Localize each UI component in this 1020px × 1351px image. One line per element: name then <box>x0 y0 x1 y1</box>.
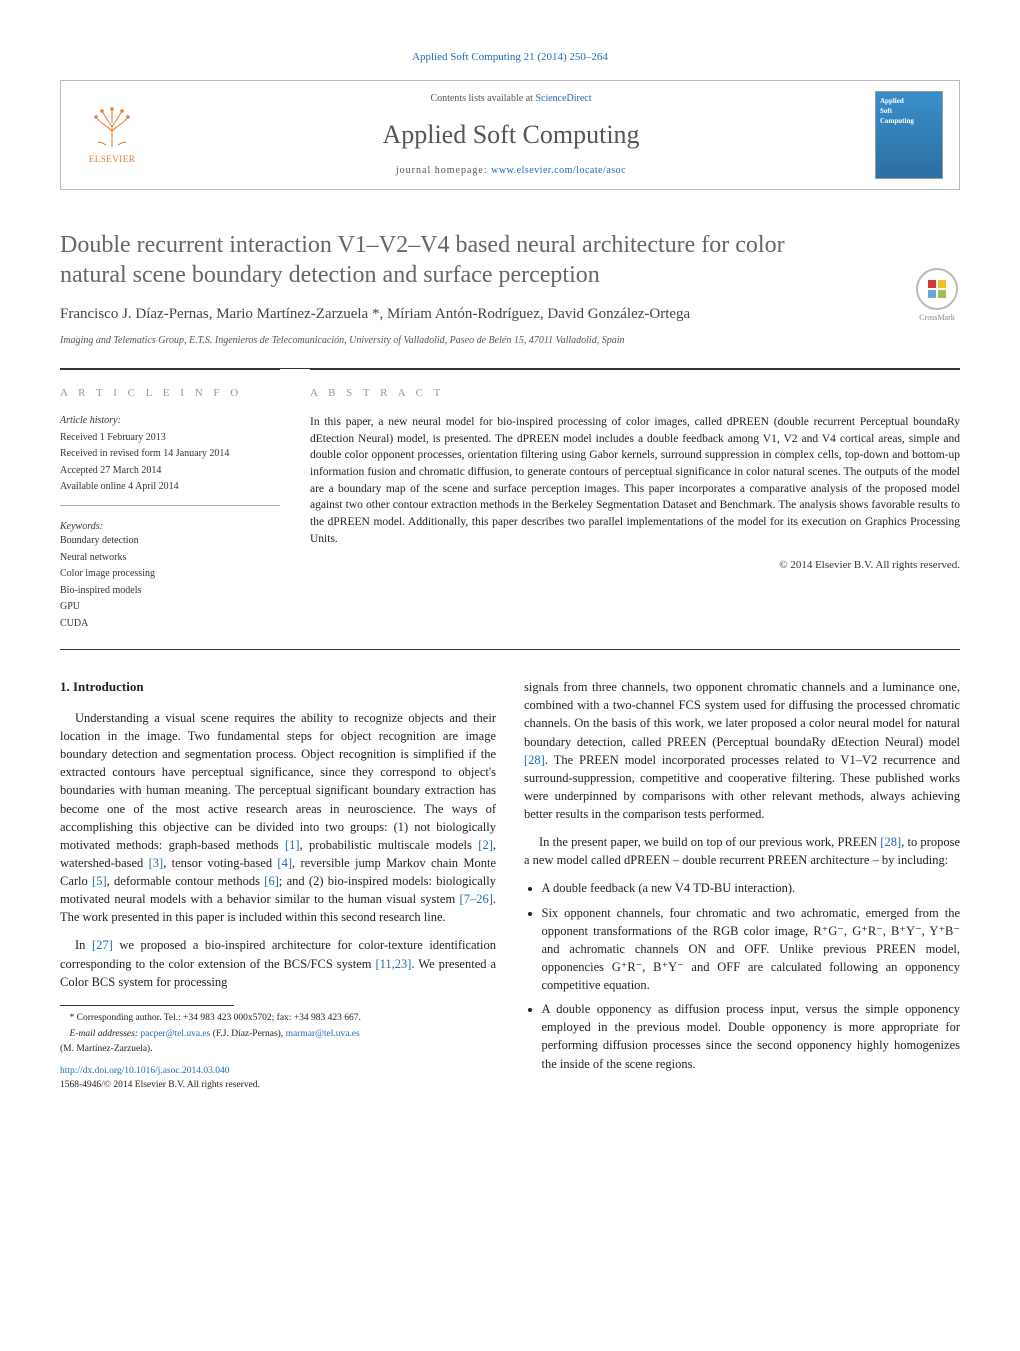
journal-cover-thumb: Applied Soft Computing <box>875 91 943 179</box>
doi-link[interactable]: http://dx.doi.org/10.1016/j.asoc.2014.03… <box>60 1066 230 1076</box>
homepage-prefix: journal homepage: <box>396 165 491 176</box>
cover-line-2: Soft <box>880 106 938 116</box>
citation-link[interactable]: [3] <box>149 856 164 870</box>
cover-line-1: Applied <box>880 96 938 106</box>
text-run: Understanding a visual scene requires th… <box>60 711 496 852</box>
authors: Francisco J. Díaz-Pernas, Mario Martínez… <box>60 304 960 326</box>
article-info-heading: A R T I C L E I N F O <box>60 386 280 402</box>
elsevier-label: ELSEVIER <box>89 153 136 166</box>
keyword: Boundary detection <box>60 534 280 549</box>
list-item: A double feedback (a new V4 TD-BU intera… <box>542 879 961 897</box>
email-line: E-mail addresses: pacper@tel.uva.es (F.J… <box>60 1028 496 1042</box>
footnote-separator <box>60 1005 234 1006</box>
abstract-heading: A B S T R A C T <box>310 386 960 402</box>
emails-label: E-mail addresses: <box>70 1029 141 1039</box>
citation-link[interactable]: [7–26] <box>460 892 493 906</box>
sciencedirect-link[interactable]: ScienceDirect <box>535 93 591 104</box>
bullet-list: A double feedback (a new V4 TD-BU intera… <box>542 879 961 1072</box>
citation-link[interactable]: [4] <box>277 856 292 870</box>
keyword: Bio-inspired models <box>60 584 280 599</box>
citation-link[interactable]: [1] <box>285 838 300 852</box>
history-online: Available online 4 April 2014 <box>60 480 280 495</box>
crossmark-badge[interactable]: CrossMark <box>916 268 958 324</box>
text-run: (F.J. Díaz-Pernas), <box>210 1029 285 1039</box>
text-run: signals from three channels, two opponen… <box>524 680 960 748</box>
citation-link[interactable]: [27] <box>92 938 113 952</box>
list-item: A double opponency as diffusion process … <box>542 1000 961 1073</box>
history-received: Received 1 February 2013 <box>60 431 280 446</box>
crossmark-label: CrossMark <box>919 312 955 324</box>
corresponding-author: * Corresponding author. Tel.: +34 983 42… <box>60 1012 496 1026</box>
contents-prefix: Contents lists available at <box>430 93 535 104</box>
email-who: (M. Martínez-Zarzuela). <box>60 1043 496 1057</box>
list-item: Six opponent channels, four chromatic an… <box>542 904 961 995</box>
citation-link[interactable]: [28] <box>524 753 545 767</box>
text-run: . The PREEN model incorporated processes… <box>524 753 960 821</box>
keyword: Neural networks <box>60 551 280 566</box>
abstract-text: In this paper, a new neural model for bi… <box>310 414 960 547</box>
citation-link[interactable]: [2] <box>478 838 493 852</box>
issn-line: 1568-4946/© 2014 Elsevier B.V. All right… <box>60 1080 260 1090</box>
citation-link[interactable]: [5] <box>92 874 107 888</box>
paragraph: Understanding a visual scene requires th… <box>60 709 496 927</box>
journal-reference: Applied Soft Computing 21 (2014) 250–264 <box>60 50 960 66</box>
citation-link[interactable]: [28] <box>880 835 901 849</box>
article-title: Double recurrent interaction V1–V2–V4 ba… <box>60 230 840 290</box>
text-run: In <box>75 938 92 952</box>
journal-title: Applied Soft Computing <box>147 116 875 154</box>
elsevier-tree-icon <box>88 103 136 151</box>
abstract: A B S T R A C T In this paper, a new neu… <box>310 369 960 649</box>
text-run: , deformable contour methods <box>107 874 265 888</box>
page-footer: http://dx.doi.org/10.1016/j.asoc.2014.03… <box>60 1065 496 1093</box>
article-info: A R T I C L E I N F O Article history: R… <box>60 369 280 649</box>
crossmark-icon <box>916 268 958 310</box>
contents-line: Contents lists available at ScienceDirec… <box>147 92 875 107</box>
text-run: , tensor voting-based <box>163 856 277 870</box>
paragraph: In [27] we proposed a bio-inspired archi… <box>60 936 496 990</box>
citation-link[interactable]: [11,23] <box>375 957 411 971</box>
text-run: In the present paper, we build on top of… <box>539 835 880 849</box>
body-content: 1. Introduction Understanding a visual s… <box>60 678 960 1093</box>
elsevier-logo: ELSEVIER <box>77 103 147 166</box>
text-run: , probabilistic multiscale models <box>300 838 479 852</box>
affiliation: Imaging and Telematics Group, E.T.S. Ing… <box>60 334 960 349</box>
history-revised: Received in revised form 14 January 2014 <box>60 447 280 462</box>
paragraph: signals from three channels, two opponen… <box>524 678 960 823</box>
abstract-copyright: © 2014 Elsevier B.V. All rights reserved… <box>310 558 960 574</box>
cover-line-3: Computing <box>880 116 938 126</box>
history-accepted: Accepted 27 March 2014 <box>60 464 280 479</box>
citation-link[interactable]: [6] <box>264 874 279 888</box>
homepage-link[interactable]: www.elsevier.com/locate/asoc <box>491 165 626 176</box>
keyword: Color image processing <box>60 567 280 582</box>
journal-header: ELSEVIER Contents lists available at Sci… <box>60 80 960 190</box>
homepage-line: journal homepage: www.elsevier.com/locat… <box>147 164 875 179</box>
section-heading: 1. Introduction <box>60 678 496 697</box>
email-link[interactable]: marmar@tel.uva.es <box>286 1029 360 1039</box>
paragraph: In the present paper, we build on top of… <box>524 833 960 869</box>
keyword: GPU <box>60 600 280 615</box>
footnotes: * Corresponding author. Tel.: +34 983 42… <box>60 1012 496 1057</box>
keyword: CUDA <box>60 617 280 632</box>
keywords-label: Keywords: <box>60 520 280 535</box>
email-link[interactable]: pacper@tel.uva.es <box>140 1029 210 1039</box>
history-label: Article history: <box>60 414 280 429</box>
